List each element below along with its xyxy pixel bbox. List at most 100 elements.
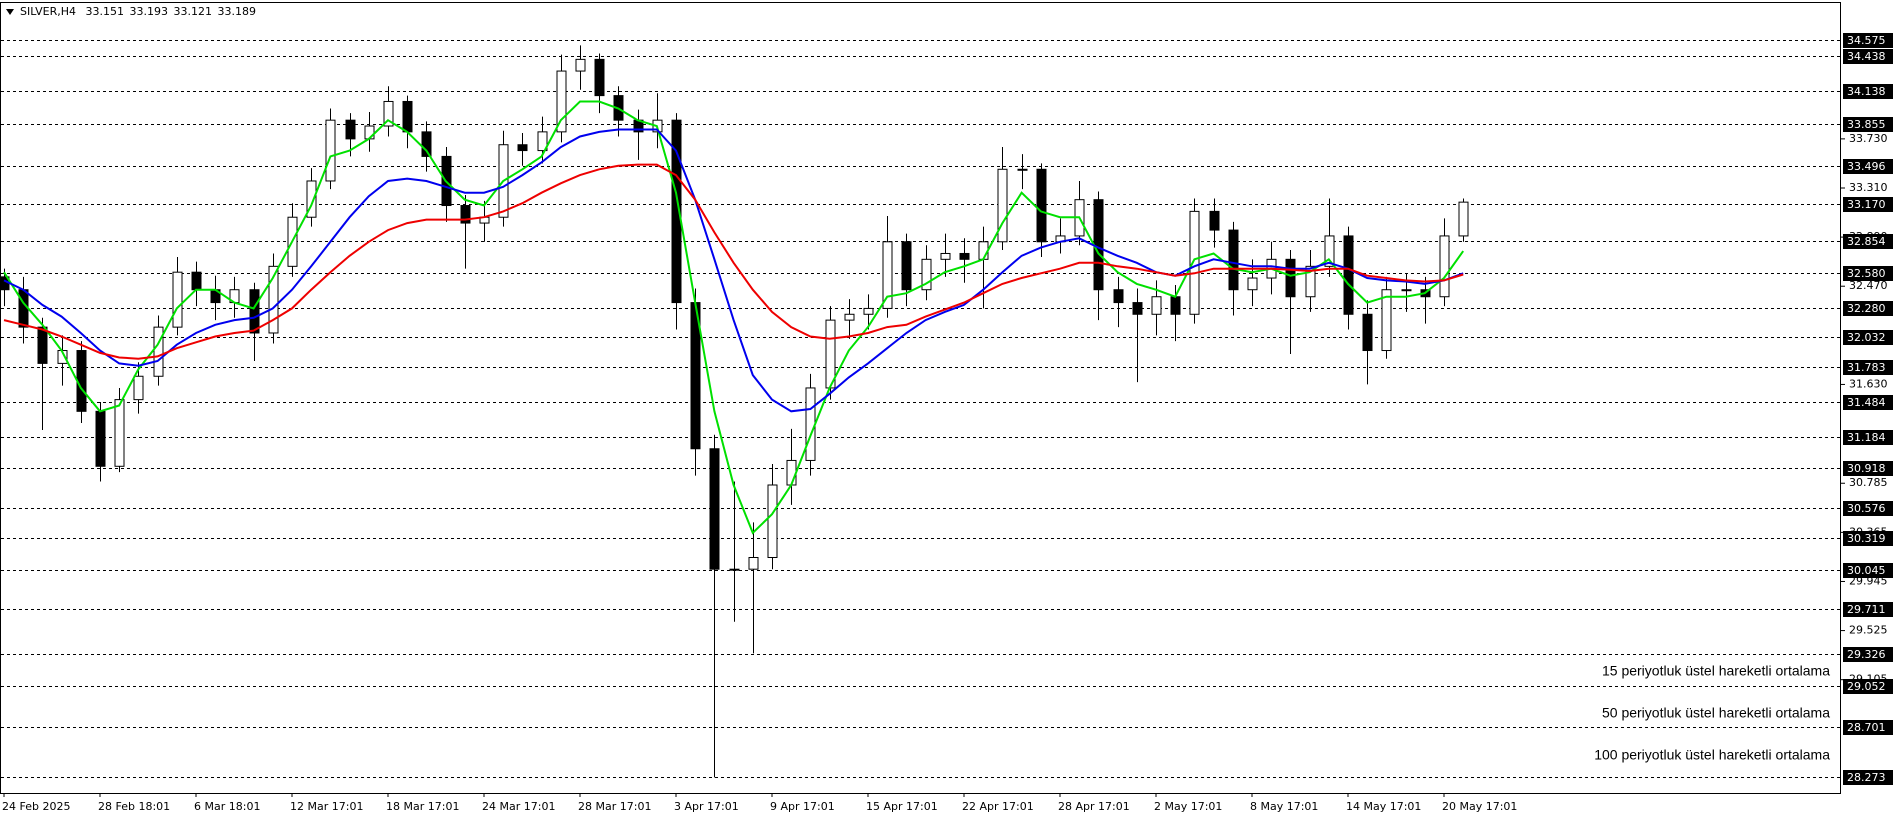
level-box [1843, 49, 1893, 64]
candle-body [767, 484, 778, 558]
level-label: 31.184 [1847, 431, 1886, 444]
level-box [1843, 360, 1893, 375]
chart-header: SILVER,H4 33.151 33.193 33.121 33.189 [20, 5, 256, 18]
candle-body [537, 131, 548, 152]
level-box [1843, 301, 1893, 316]
candle-body [460, 205, 471, 224]
level-box [1843, 531, 1893, 546]
x-tick-label: 24 Mar 17:01 [482, 800, 555, 813]
level-box [1843, 117, 1893, 132]
candle-body [786, 459, 797, 486]
last-low: 33.121 [174, 5, 213, 18]
candle-body [940, 252, 951, 260]
candle-body [133, 375, 144, 401]
level-label: 29.052 [1847, 680, 1886, 693]
candle-body [1113, 289, 1124, 304]
candle-body [1209, 210, 1220, 231]
candle-body [345, 119, 356, 140]
legend-entry: 100 periyotluk üstel hareketli ortalama [1594, 747, 1830, 763]
level-box [1843, 647, 1893, 662]
candle-body [901, 241, 912, 291]
level-label: 34.575 [1847, 34, 1886, 47]
level-label: 34.138 [1847, 85, 1886, 98]
level-label: 32.032 [1847, 331, 1886, 344]
level-label: 30.576 [1847, 502, 1886, 515]
x-tick-label: 22 Apr 17:01 [962, 800, 1034, 813]
level-label: 29.711 [1847, 603, 1886, 616]
level-label: 31.484 [1847, 396, 1886, 409]
candle-body [402, 100, 413, 133]
level-label: 30.319 [1847, 532, 1886, 545]
x-tick-label: 20 May 17:01 [1442, 800, 1517, 813]
level-label: 32.280 [1847, 302, 1886, 315]
level-box [1843, 395, 1893, 410]
candle-body [1017, 168, 1028, 171]
candle-body [268, 265, 279, 334]
candle-body [18, 289, 29, 328]
candle-body [37, 326, 48, 364]
candle-body [997, 168, 1008, 243]
level-box [1843, 720, 1893, 735]
level-label: 33.496 [1847, 160, 1886, 173]
x-tick-label: 12 Mar 17:01 [290, 800, 363, 813]
candle-body [575, 58, 586, 72]
candle-body [921, 258, 932, 291]
x-tick-label: 28 Mar 17:01 [578, 800, 651, 813]
candle-body [729, 568, 740, 571]
candle-body [191, 271, 202, 291]
menu-arrow[interactable] [6, 9, 14, 15]
level-label: 31.783 [1847, 361, 1886, 374]
candle-body [556, 70, 567, 133]
x-tick-label: 6 Mar 18:01 [194, 800, 260, 813]
x-tick-label: 18 Mar 17:01 [386, 800, 459, 813]
x-tick-label: 3 Apr 17:01 [674, 800, 739, 813]
level-label: 28.273 [1847, 771, 1886, 784]
candle-body [863, 307, 874, 315]
legend-entry: 15 periyotluk üstel hareketli ortalama [1602, 663, 1830, 679]
candle-body [153, 326, 164, 377]
level-box [1843, 234, 1893, 249]
level-label: 34.438 [1847, 50, 1886, 63]
candle-body [805, 387, 816, 461]
level-label: 33.170 [1847, 198, 1886, 211]
candle-body [594, 58, 605, 97]
candle-body [306, 180, 317, 218]
ema-line [3, 128, 1464, 413]
y-tick-label: 32.470 [1849, 279, 1888, 292]
level-box [1843, 84, 1893, 99]
plot-frame [0, 2, 1841, 794]
ema-line [3, 163, 1464, 360]
level-label: 30.045 [1847, 564, 1886, 577]
last-open: 33.151 [86, 5, 125, 18]
candle-body [1343, 235, 1354, 315]
candle-body [1132, 302, 1143, 315]
y-tick-label: 30.785 [1849, 476, 1888, 489]
last-close: 33.189 [218, 5, 257, 18]
level-label: 32.580 [1847, 267, 1886, 280]
candle-body [1324, 235, 1335, 267]
candle-body [1439, 235, 1450, 298]
candle-body [748, 556, 759, 570]
level-label: 30.918 [1847, 462, 1886, 475]
candle-body [825, 319, 836, 389]
candle-body [709, 448, 720, 570]
candle-body [844, 313, 855, 321]
candle-body [1247, 277, 1258, 291]
candle-body [959, 252, 970, 260]
x-tick-label: 28 Apr 17:01 [1058, 800, 1130, 813]
ema-line [3, 100, 1465, 535]
level-label: 29.326 [1847, 648, 1886, 661]
x-tick-label: 8 May 17:01 [1250, 800, 1318, 813]
candle-body [383, 100, 394, 127]
candle-body [249, 289, 260, 334]
candle-body [1285, 258, 1296, 298]
symbol: SILVER,H4 [20, 5, 76, 18]
level-box [1843, 679, 1893, 694]
candle-body [95, 410, 106, 467]
level-box [1843, 770, 1893, 785]
level-label: 28.701 [1847, 721, 1886, 734]
candle-body [421, 131, 432, 157]
y-tick-label: 29.525 [1849, 624, 1888, 637]
